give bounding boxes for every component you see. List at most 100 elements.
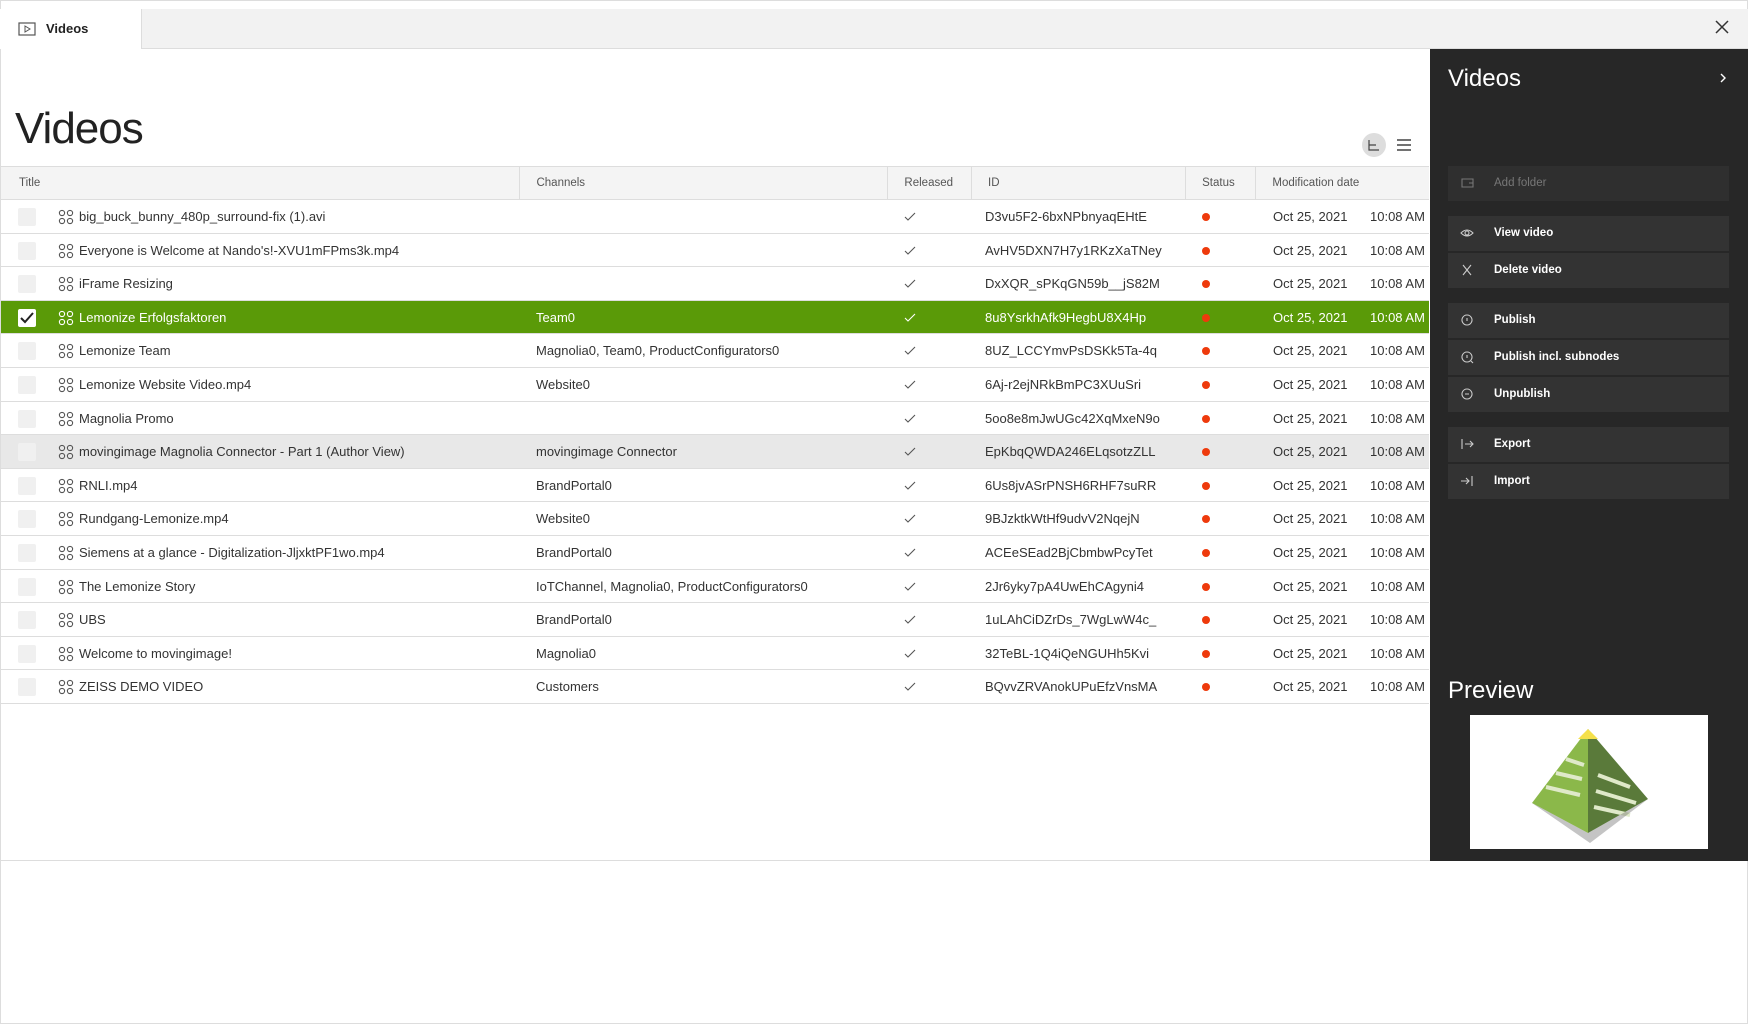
released-path [904,212,916,221]
video-id: 32TeBL-1Q4iQeNGUHh5Kvi [985,645,1150,661]
icon-dot [58,251,66,258]
released-check [904,346,916,356]
table-row[interactable]: Siemens at a glance - Digitalization-Jlj… [1,536,1429,570]
action-button[interactable]: Export [1448,427,1729,462]
table-row[interactable]: Lemonize Website Video.mp4 Website0 6Aj-r2… [1,368,1429,402]
checkbox[interactable] [18,443,36,462]
channels: BrandPortal0 [536,477,612,493]
icon-dot [66,486,74,493]
checkbox[interactable] [18,543,36,562]
checkbox[interactable] [18,577,36,596]
icon-dot [58,352,66,359]
video-title: big_buck_bunny_480p_surround-fix (1).avi [79,209,326,224]
table-row[interactable]: Lemonize Erfolgsfaktoren Team0 8u8YsrkhAfk… [1,300,1429,335]
action-icon [1461,388,1473,400]
table-row[interactable]: Rundgang-Lemonize.mp4 Website0 9BJzktkWtHf… [1,502,1429,536]
checkbox[interactable] [18,611,36,630]
icon-dot [66,688,74,695]
table-row[interactable]: Welcome to movingimage! Magnolia0 32TeBL-1… [1,637,1429,671]
checkbox[interactable] [18,375,36,394]
modification-date: Oct 25, 2021 [1273,477,1348,493]
checkbox[interactable] [18,208,36,226]
table-row[interactable]: The Lemonize Story IoTChannel, Magnolia0,… [1,570,1429,604]
video-title: Rundgang-Lemonize.mp4 [79,511,229,527]
video-id: EpKbqQWDA246ELqsotzZLL [985,444,1156,460]
icon-dot [66,217,74,225]
icon-dot [58,217,66,225]
action-icon [1462,264,1472,276]
table-row[interactable]: Magnolia Promo 5oo8e8mJwUGc42XqMxeN9o Oct … [1,402,1429,436]
action-icon [1461,314,1473,326]
released-path [904,615,916,624]
checkbox[interactable] [18,409,36,428]
view-toggles [1362,133,1411,157]
channels: Website0 [536,376,590,392]
released-check [904,246,916,255]
table-row[interactable]: UBS BrandPortal0 1uLAhCiDZrDs_7WgLwW4c_ Oct… [1,603,1429,637]
collapse-panel[interactable] [1718,71,1728,85]
action-button[interactable]: Import [1448,464,1729,499]
table-row[interactable]: Everyone is Welcome at Nando's!-XVU1mFPm… [1,234,1429,268]
released-check [904,212,916,221]
modification-time: 10:08 AM [1370,309,1425,325]
video-id: 6Aj-r2ejNRkBmPC3XUuSri [985,376,1142,392]
icon-dot [66,209,74,217]
released-check [904,447,916,456]
checkbox[interactable] [18,308,36,327]
channels: Customers [536,679,599,695]
video-icon [58,646,74,661]
table-row[interactable]: movingimage Magnolia Connector - Part 1 … [1,435,1429,469]
checkbox[interactable] [18,275,36,294]
table-row[interactable]: ZEISS DEMO VIDEO Customers BQvvZRVAnokUPuE… [1,670,1429,704]
tab[interactable]: Videos [0,9,142,49]
video-title: Welcome to movingimage! [79,645,232,661]
icon-dot [66,385,74,393]
checkbox[interactable] [18,510,36,529]
released-check [904,615,916,624]
table-row[interactable]: big_buck_bunny_480p_surround-fix (1).avi… [1,200,1429,234]
action-label: Export [1494,438,1531,450]
checkbox[interactable] [18,644,36,663]
check-mark [20,312,34,324]
icon-dot [58,512,66,519]
column-header[interactable]: Channels [519,167,585,200]
action-button[interactable]: Unpublish [1448,377,1729,412]
action-button[interactable]: Delete video [1448,253,1729,288]
action-icon [1461,439,1474,449]
checkbox[interactable] [18,678,36,697]
column-header[interactable]: Modification date [1255,167,1359,200]
modification-date: Oct 25, 2021 [1273,242,1348,258]
column-header[interactable]: Released [887,167,953,200]
channels: BrandPortal0 [536,612,612,628]
status-dot [1202,280,1210,289]
video-icon [58,680,74,695]
video-id: 1uLAhCiDZrDs_7WgLwW4c_ [985,612,1157,628]
table-row[interactable]: iFrame Resizing DxXQR_sPKqGN59b__jS82M Oct… [1,267,1429,301]
modification-date: Oct 25, 2021 [1273,343,1348,359]
action-button[interactable]: Publish incl. subnodes [1448,340,1729,375]
list-view-toggle[interactable] [1397,139,1411,151]
preview-graphic [1532,729,1648,843]
column-header[interactable]: Title [19,177,41,189]
icon-dot [58,310,66,317]
table-row[interactable]: Lemonize Team Magnolia0, Team0, ProductCo… [1,334,1429,368]
column-header[interactable]: Status [1185,167,1235,200]
icon-dot [66,654,74,661]
close-button[interactable] [1714,19,1730,35]
checkbox[interactable] [18,342,36,361]
checkbox[interactable] [18,476,36,495]
released-path [904,481,916,490]
status-dot [1202,481,1210,490]
released-path [904,246,916,255]
checkbox[interactable] [18,241,36,260]
icon-dot [58,411,66,418]
action-button[interactable]: View video [1448,216,1729,251]
action-button[interactable]: Add folder [1448,166,1729,201]
table-row[interactable]: RNLI.mp4 BrandPortal0 6Us8jvASrPNSH6RHF7su… [1,469,1429,503]
action-button[interactable]: Publish [1448,303,1729,338]
released-check [904,514,916,524]
action-icon-path [1461,439,1474,449]
icon-dot [58,419,66,426]
column-header[interactable]: ID [971,167,1000,200]
released-check [904,313,916,322]
